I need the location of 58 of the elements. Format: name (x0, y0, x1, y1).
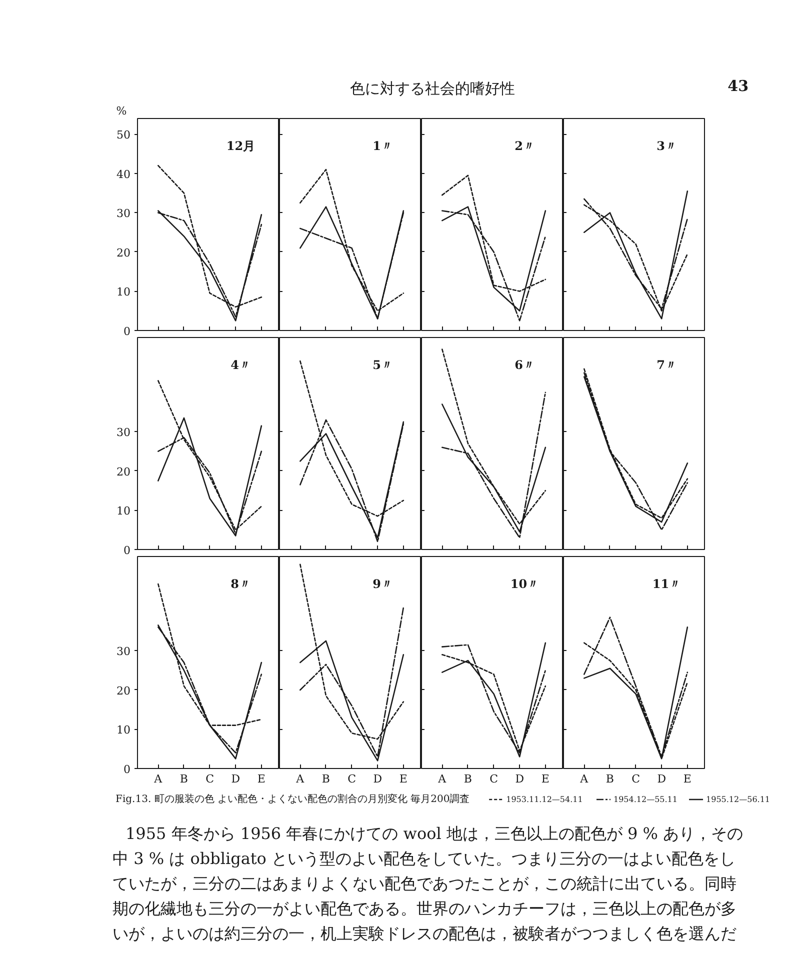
y-tick-label: 20 (116, 684, 131, 698)
text: 9〃 (372, 577, 393, 592)
text: 11〃 (652, 577, 682, 592)
text: ていたが，三分の二はあまりよくない配色であつたことが，この統計に出ている。同時 (112, 874, 736, 893)
x-tick-label: A (295, 772, 306, 786)
y-tick-label: 20 (116, 465, 131, 478)
legend-label: 1953.11.12—54.11 (506, 795, 583, 804)
x-tick-label: A (153, 772, 164, 786)
x-tick-label: B (606, 772, 614, 786)
legend-label: 1955.12—56.11 (706, 795, 770, 804)
y-tick-label: 30 (116, 645, 131, 658)
text: いが，よいのは約三分の一，机上実験ドレスの配色は，被験者がつつましく色を選んだ (112, 924, 736, 943)
x-tick-label: E (257, 772, 266, 786)
x-tick-label: E (683, 772, 692, 786)
x-tick-label: E (399, 772, 408, 786)
x-tick-label: C (490, 772, 498, 786)
x-tick-label: D (657, 772, 666, 786)
x-tick-label: D (231, 772, 240, 786)
x-tick-label: A (437, 772, 448, 786)
text: 1955 年冬から 1956 年春にかけての wool 地は，三色以上の配色が 9 % あり，その (126, 824, 744, 843)
x-tick-label: B (180, 772, 188, 786)
text: 2〃 (514, 139, 535, 154)
y-tick-label: 10 (116, 504, 131, 518)
y-tick-label: 0 (124, 763, 130, 776)
y-axis-title: % (116, 104, 127, 118)
text: 7〃 (656, 358, 677, 372)
x-tick-label: B (322, 772, 330, 786)
text: 3〃 (656, 139, 677, 154)
text: 1〃 (372, 139, 393, 154)
text: 色に対する社会的嗜好性 (350, 80, 515, 98)
x-tick-label: C (348, 772, 356, 786)
x-tick-label: A (579, 772, 590, 786)
text: 6〃 (514, 358, 535, 372)
text: 中 3 % は obbligato という型のよい配色をしていた。つまり三分の一はよい配色をし (112, 849, 736, 868)
y-tick-label: 10 (116, 724, 131, 737)
x-tick-label: C (206, 772, 214, 786)
text: 8〃 (230, 577, 251, 592)
x-tick-label: D (515, 772, 524, 786)
x-tick-label: E (541, 772, 550, 786)
text: 4〃 (230, 358, 251, 372)
text: 5〃 (372, 358, 393, 372)
y-tick-label: 0 (124, 325, 130, 338)
text: 12月 (226, 139, 256, 154)
y-tick-label: 30 (116, 207, 131, 220)
y-tick-label: 30 (116, 426, 131, 440)
x-tick-label: D (373, 772, 382, 786)
text: 43 (728, 77, 748, 95)
y-tick-label: 40 (116, 168, 131, 181)
y-tick-label: 10 (116, 286, 131, 299)
x-tick-label: B (464, 772, 472, 786)
caption: Fig.13. 町の服装の色 よい配色・よくない配色の割合の月別変化 毎月200調査 (116, 793, 470, 805)
text: 10〃 (510, 577, 540, 592)
y-tick-label: 50 (116, 128, 131, 142)
text: 期の化繊地も三分の一がよい配色である。世界のハンカチーフは，三色以上の配色が多 (112, 899, 736, 918)
y-tick-label: 20 (116, 246, 131, 260)
y-tick-label: 0 (124, 544, 130, 557)
legend-label: 1954.12—55.11 (614, 795, 678, 804)
x-tick-label: C (632, 772, 640, 786)
